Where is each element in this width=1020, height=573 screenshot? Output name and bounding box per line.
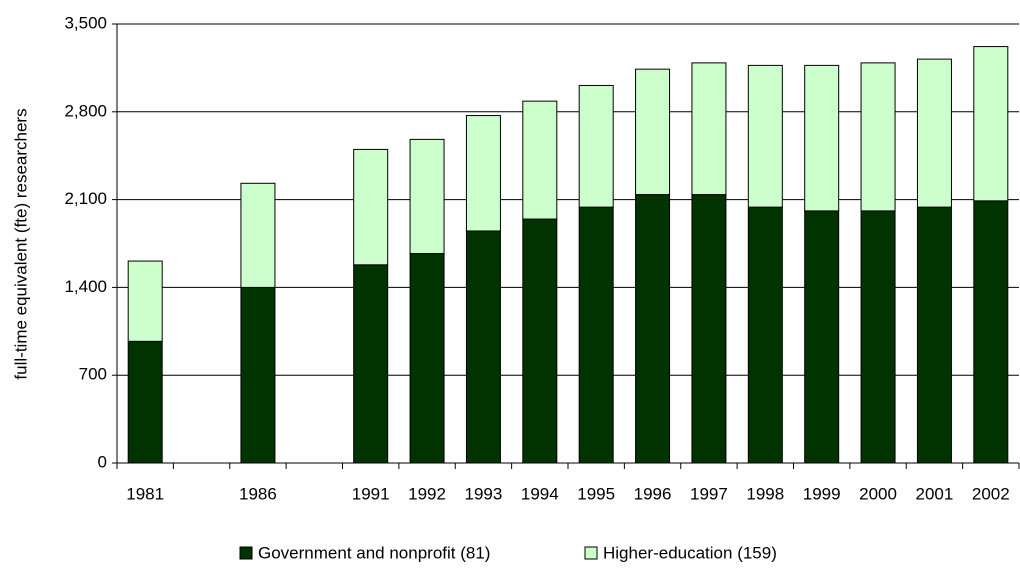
x-tick-label: 1999	[803, 484, 841, 503]
y-tick-label: 2,800	[64, 101, 107, 120]
y-tick-label: 0	[98, 452, 107, 471]
bar-segment	[353, 148, 389, 266]
x-tick-label: 1986	[239, 484, 277, 503]
bar-segment	[916, 58, 952, 208]
bar-segment	[691, 194, 727, 464]
bar-segment	[409, 253, 445, 464]
x-tick-label: 2000	[859, 484, 897, 503]
x-tick-label: 1994	[521, 484, 559, 503]
bar-segment	[409, 138, 445, 255]
x-tick-label: 1995	[577, 484, 615, 503]
bar-segment	[916, 206, 952, 464]
bar-segment	[635, 194, 671, 464]
bar-segment	[691, 62, 727, 196]
legend-swatch	[584, 546, 598, 560]
x-tick-label: 1991	[352, 484, 390, 503]
bar-segment	[747, 64, 783, 208]
x-tick-label: 2002	[972, 484, 1010, 503]
x-tick-label: 1998	[746, 484, 784, 503]
bar-segment	[465, 230, 501, 464]
x-tick-label: 2001	[916, 484, 954, 503]
y-tick-label: 700	[79, 365, 107, 384]
bar-segment	[578, 206, 614, 464]
bar-segment	[240, 182, 276, 288]
x-tick-label: 1997	[690, 484, 728, 503]
bar-segment	[973, 200, 1009, 464]
bar-segment	[522, 100, 558, 220]
y-tick-label: 3,500	[64, 13, 107, 32]
bar-segment	[353, 264, 389, 464]
bar-segment	[127, 340, 163, 464]
bar-segment	[860, 62, 896, 212]
x-tick-label: 1981	[126, 484, 164, 503]
x-tick-label: 1993	[465, 484, 503, 503]
y-tick-label: 2,100	[64, 189, 107, 208]
bar-segment	[240, 286, 276, 464]
bar-segment	[804, 210, 840, 464]
bar-segment	[973, 46, 1009, 202]
bar-segment	[465, 115, 501, 232]
bar-segment	[578, 84, 614, 208]
x-tick-label: 1992	[408, 484, 446, 503]
y-tick-label: 1,400	[64, 277, 107, 296]
bar-segment	[127, 260, 163, 342]
x-tick-label: 1996	[634, 484, 672, 503]
legend-swatch	[239, 546, 253, 560]
bar-segment	[804, 64, 840, 212]
legend-label: Government and nonprofit (81)	[258, 543, 490, 562]
bar-segment	[635, 68, 671, 196]
y-axis-label: full-time equivalent (fte) researchers	[11, 108, 30, 379]
bar-segment	[860, 210, 896, 464]
bar-segment	[522, 218, 558, 464]
bar-segment	[747, 206, 783, 464]
legend-label: Higher-education (159)	[603, 543, 777, 562]
